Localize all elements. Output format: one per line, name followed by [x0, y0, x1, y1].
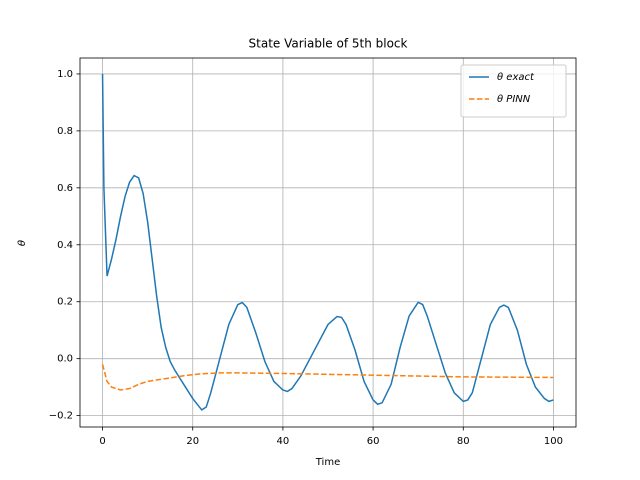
y-tick-label: 0.4 [57, 240, 73, 251]
chart-title: State Variable of 5th block [249, 37, 408, 51]
x-tick-label: 40 [277, 436, 290, 447]
legend-box [460, 64, 567, 118]
x-tick-label: 20 [186, 436, 199, 447]
legend-label: θ exact [497, 72, 535, 83]
x-tick-label: 60 [367, 436, 380, 447]
y-tick-label: 0.2 [57, 297, 73, 308]
x-axis-label: Time [315, 457, 340, 468]
x-tick-label: 80 [457, 436, 470, 447]
y-tick-label: 0.6 [57, 183, 73, 194]
y-tick-label: 1.0 [57, 69, 73, 80]
y-tick-label: 0.0 [57, 354, 73, 365]
data-line [101, 73, 554, 411]
y-tick-label: 0.8 [57, 126, 73, 137]
y-tick-label: −0.2 [49, 411, 73, 422]
x-tick-label: 0 [99, 436, 105, 447]
y-axis-label: θ [17, 240, 28, 246]
legend-label: θ PINN [497, 94, 531, 105]
x-tick-label: 100 [544, 436, 563, 447]
data-line [101, 364, 554, 391]
plot-frame [79, 57, 577, 428]
